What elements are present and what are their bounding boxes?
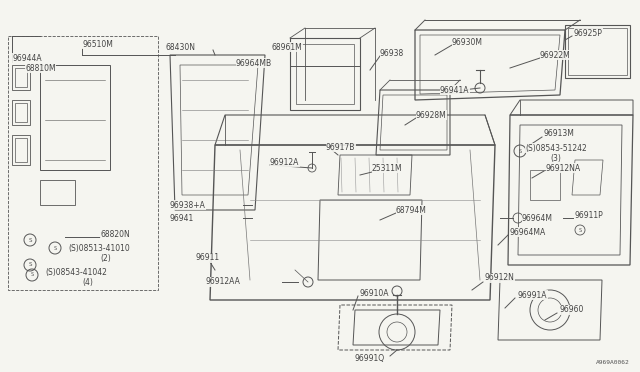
Text: S: S [28,263,32,267]
Text: 96941A: 96941A [440,86,470,94]
Text: 96912N: 96912N [485,273,515,282]
Text: 96944A: 96944A [12,54,42,62]
Text: 96912AA: 96912AA [205,278,240,286]
Text: S: S [28,237,32,243]
Text: (S)08543-41042: (S)08543-41042 [45,267,107,276]
Text: 96938: 96938 [380,48,404,58]
Text: S: S [53,246,56,250]
Text: 96960: 96960 [560,305,584,314]
Text: 96913M: 96913M [544,128,575,138]
Text: (3): (3) [550,154,561,163]
Text: S: S [518,148,522,154]
Text: 96964MA: 96964MA [510,228,547,237]
Text: 68820N: 68820N [100,230,130,238]
Text: (S)08513-41010: (S)08513-41010 [68,244,130,253]
Text: 96941: 96941 [170,214,195,222]
Text: 68430N: 68430N [165,42,195,51]
Text: (2): (2) [100,253,111,263]
Text: A969A0062: A969A0062 [596,360,630,365]
Text: 68961M: 68961M [272,42,303,51]
Text: 96912NA: 96912NA [546,164,581,173]
Text: 96911: 96911 [195,253,219,263]
Text: 68810M: 68810M [25,64,56,73]
Text: 96964M: 96964M [522,214,553,222]
Text: S: S [31,273,33,278]
Text: (S)08543-51242: (S)08543-51242 [525,144,587,153]
Text: 68794M: 68794M [396,205,427,215]
Text: 96964MB: 96964MB [236,58,272,67]
Text: 96917B: 96917B [326,142,355,151]
Text: 96510M: 96510M [82,39,113,48]
Text: 96912A: 96912A [270,157,300,167]
Text: 96930M: 96930M [452,38,483,46]
Text: 96991A: 96991A [518,291,547,299]
Text: 96922M: 96922M [540,51,571,60]
Text: 96991Q: 96991Q [355,353,385,362]
Text: S: S [579,228,582,232]
Text: 96928M: 96928M [416,110,447,119]
Text: 96911P: 96911P [575,211,604,219]
Text: 96938+A: 96938+A [170,201,206,209]
Text: 96925P: 96925P [574,29,603,38]
Text: 96910A: 96910A [360,289,390,298]
Text: 25311M: 25311M [372,164,403,173]
Text: (4): (4) [82,278,93,286]
